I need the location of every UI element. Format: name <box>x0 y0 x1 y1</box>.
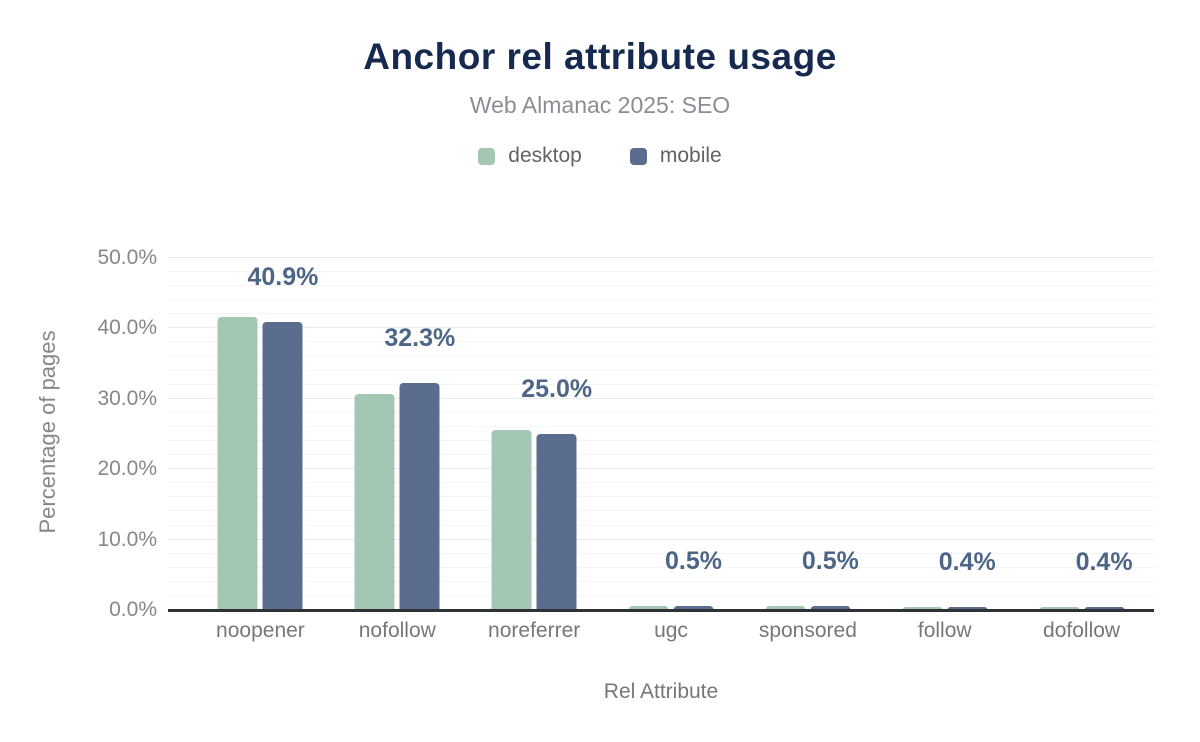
bar-desktop-noreferrer[interactable] <box>491 429 532 610</box>
category-label-noreferrer: noreferrer <box>488 619 581 642</box>
bar-pair <box>628 606 714 610</box>
gridline <box>168 285 1154 287</box>
gridline <box>168 411 1154 413</box>
bar-desktop-ugc[interactable] <box>628 606 669 610</box>
gridline <box>168 425 1154 427</box>
bar-bands: 40.9% noopener 32.3% nofollow 25.0% noreferre… <box>192 258 1150 643</box>
bar-desktop-follow[interactable] <box>902 607 943 610</box>
bar-pair <box>354 382 440 610</box>
bar-mobile-sponsored[interactable] <box>810 606 851 610</box>
gridline <box>168 566 1154 568</box>
gridline <box>168 594 1154 596</box>
y-tick-label: 40.0% <box>97 316 157 340</box>
y-tick-label: 10.0% <box>97 527 157 551</box>
x-axis-title: Rel Attribute <box>603 680 719 703</box>
data-label-ugc: 0.5% <box>665 547 722 576</box>
gridline <box>168 327 1154 329</box>
data-label-nofollow: 32.3% <box>384 323 456 352</box>
bar-pair <box>1039 607 1125 610</box>
legend-item-mobile[interactable]: mobile <box>629 144 722 168</box>
bar-mobile-nofollow[interactable] <box>399 382 440 610</box>
bar-desktop-nofollow[interactable] <box>354 393 395 610</box>
gridline <box>168 341 1154 343</box>
category-label-follow: follow <box>917 619 972 642</box>
gridline <box>168 271 1154 273</box>
category-band-dofollow: 0.4% dofollow <box>1013 258 1150 642</box>
gridline <box>168 580 1154 582</box>
gridline <box>168 454 1154 456</box>
bar-desktop-dofollow[interactable] <box>1039 607 1080 610</box>
category-band-noreferrer: 25.0% noreferrer <box>466 258 603 643</box>
gridline <box>168 524 1154 526</box>
category-label-noopener: noopener <box>216 619 305 642</box>
data-label-noopener: 40.9% <box>247 263 319 292</box>
chart-subtitle: Web Almanac 2025: SEO <box>469 92 731 118</box>
mobile-swatch-icon <box>629 147 647 165</box>
category-label-sponsored: sponsored <box>758 619 857 642</box>
gridline <box>168 538 1154 540</box>
category-band-follow: 0.4% follow <box>876 258 1013 642</box>
category-band-ugc: 0.5% ugc <box>603 258 740 642</box>
bar-pair <box>765 606 851 610</box>
bar-mobile-noopener[interactable] <box>262 322 303 610</box>
data-label-sponsored: 0.5% <box>801 547 859 576</box>
gridline <box>168 552 1154 554</box>
legend-label-desktop: desktop <box>508 144 582 167</box>
category-label-nofollow: nofollow <box>358 619 436 642</box>
legend-label-mobile: mobile <box>659 144 722 167</box>
legend-item-desktop[interactable]: desktop <box>478 144 582 168</box>
bar-pair <box>217 317 303 610</box>
bar-pair <box>491 429 577 610</box>
y-tick-label: 0.0% <box>109 598 157 621</box>
gridline <box>168 510 1154 512</box>
category-band-sponsored: 0.5% sponsored <box>739 258 876 642</box>
bar-mobile-follow[interactable] <box>947 607 988 610</box>
gridline <box>168 313 1154 315</box>
gridline <box>168 468 1154 470</box>
bar-desktop-sponsored[interactable] <box>765 606 806 610</box>
y-tick-label: 50.0% <box>97 246 157 269</box>
gridline <box>168 496 1154 498</box>
bar-mobile-noreferrer[interactable] <box>536 434 577 610</box>
x-axis-line <box>168 609 1154 612</box>
data-label-follow: 0.4% <box>938 548 996 577</box>
plot-area: 0.0% 10.0% 20.0% 30.0% 40.0% 50.0% 40.9% noope… <box>97 246 1154 643</box>
data-label-dofollow: 0.4% <box>1075 548 1133 577</box>
gridline <box>168 482 1154 484</box>
category-band-nofollow: 32.3% nofollow <box>329 258 466 642</box>
gridline <box>168 369 1154 371</box>
y-axis-title: Percentage of pages <box>35 330 60 534</box>
y-tick-label: 20.0% <box>97 457 157 481</box>
category-label-dofollow: dofollow <box>1043 619 1121 642</box>
chart-title: Anchor rel attribute usage <box>363 36 837 77</box>
bar-mobile-ugc[interactable] <box>673 606 714 610</box>
data-label-noreferrer: 25.0% <box>521 375 593 403</box>
y-tick-label: 30.0% <box>97 386 157 410</box>
gridline <box>168 299 1154 301</box>
gridline <box>168 257 1154 258</box>
category-band-noopener: 40.9% noopener <box>192 258 329 642</box>
gridline <box>168 383 1154 385</box>
bar-desktop-noopener[interactable] <box>217 317 258 610</box>
category-label-ugc: ugc <box>654 619 688 642</box>
bar-pair <box>902 607 988 610</box>
desktop-swatch-icon <box>478 147 496 165</box>
gridline <box>168 397 1154 399</box>
bar-mobile-dofollow[interactable] <box>1084 607 1125 610</box>
legend: desktop mobile <box>0 144 1200 168</box>
gridline <box>168 440 1154 442</box>
gridline <box>168 355 1154 357</box>
